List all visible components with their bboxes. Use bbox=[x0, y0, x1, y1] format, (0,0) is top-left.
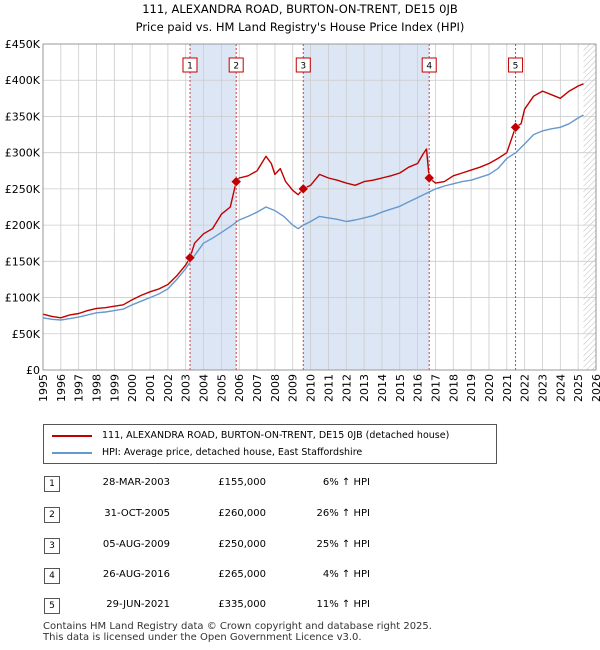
x-tick-label: 2003 bbox=[180, 374, 193, 402]
y-tick-label: £350K bbox=[5, 110, 41, 123]
chart-subtitle: Price paid vs. HM Land Registry's House … bbox=[136, 20, 465, 34]
x-tick-label: 1996 bbox=[55, 374, 68, 402]
sale-row: 1 28-MAR-2003 £155,000 6% ↑ HPI bbox=[0, 476, 600, 496]
sale-point bbox=[184, 252, 196, 264]
chart-legend: 111, ALEXANDRA ROAD, BURTON-ON-TRENT, DE… bbox=[43, 424, 497, 464]
sale-marker-label: 3 bbox=[300, 62, 306, 72]
y-tick-label: £100K bbox=[5, 292, 41, 305]
x-tick-label: 1998 bbox=[91, 374, 104, 402]
price-chart: 111, ALEXANDRA ROAD, BURTON-ON-TRENT, DE… bbox=[5, 2, 600, 402]
x-tick-label: 2014 bbox=[376, 374, 389, 402]
x-tick-label: 2009 bbox=[287, 374, 300, 402]
sale-row: 3 05-AUG-2009 £250,000 25% ↑ HPI bbox=[0, 538, 600, 558]
x-tick-label: 1999 bbox=[108, 374, 121, 402]
sale-marker-box bbox=[295, 57, 311, 73]
y-tick-label: £300K bbox=[5, 147, 41, 160]
sale-price: £155,000 bbox=[218, 477, 266, 488]
shaded-period bbox=[303, 44, 430, 370]
sale-marker-label: 2 bbox=[233, 62, 239, 72]
x-tick-label: 2025 bbox=[572, 374, 585, 402]
y-tick-label: £250K bbox=[5, 183, 41, 196]
sale-number-badge: 1 bbox=[44, 476, 60, 492]
x-tick-label: 2004 bbox=[198, 374, 211, 402]
x-tick-label: 2015 bbox=[394, 374, 407, 402]
sale-number-badge: 4 bbox=[44, 568, 60, 584]
x-tick-label: 2011 bbox=[322, 374, 335, 402]
y-tick-label: £0 bbox=[26, 364, 40, 377]
legend-label-price: 111, ALEXANDRA ROAD, BURTON-ON-TRENT, DE… bbox=[102, 430, 450, 441]
sale-marker-box bbox=[508, 57, 524, 73]
sale-row: 4 26-AUG-2016 £265,000 4% ↑ HPI bbox=[0, 568, 600, 588]
x-tick-label: 2002 bbox=[162, 374, 175, 402]
footer-line-copyright: Contains HM Land Registry data © Crown c… bbox=[43, 621, 432, 632]
y-tick-label: £400K bbox=[5, 74, 41, 87]
legend-swatch-price bbox=[52, 435, 92, 437]
x-tick-label: 2021 bbox=[501, 374, 514, 402]
x-tick-label: 1997 bbox=[73, 374, 86, 402]
legend-label-hpi: HPI: Average price, detached house, East… bbox=[102, 447, 363, 458]
x-tick-label: 2019 bbox=[465, 374, 478, 402]
sale-marker-box bbox=[182, 57, 198, 73]
x-tick-label: 2001 bbox=[144, 374, 157, 402]
sale-number-badge: 3 bbox=[44, 538, 60, 554]
sale-date: 31-OCT-2005 bbox=[104, 508, 170, 519]
sale-date: 28-MAR-2003 bbox=[102, 477, 170, 488]
x-tick-label: 2013 bbox=[358, 374, 371, 402]
sale-marker-label: 1 bbox=[187, 62, 193, 72]
footer-line-licence: This data is licensed under the Open Gov… bbox=[43, 632, 362, 643]
hpi-line bbox=[42, 114, 584, 321]
sale-hpi-change: 4% ↑ HPI bbox=[322, 569, 370, 580]
sale-row: 5 29-JUN-2021 £335,000 11% ↑ HPI bbox=[0, 598, 600, 618]
x-tick-label: 2018 bbox=[447, 374, 460, 402]
sale-marker-label: 5 bbox=[513, 62, 519, 72]
sale-marker-label: 4 bbox=[426, 62, 432, 72]
x-tick-label: 2000 bbox=[126, 374, 139, 402]
sale-hpi-change: 26% ↑ HPI bbox=[316, 508, 370, 519]
x-tick-label: 2016 bbox=[412, 374, 425, 402]
x-tick-label: 2022 bbox=[519, 374, 532, 402]
y-tick-label: £50K bbox=[12, 328, 41, 341]
plot-frame bbox=[42, 43, 597, 371]
x-tick-label: 2017 bbox=[429, 374, 442, 402]
sale-hpi-change: 6% ↑ HPI bbox=[322, 477, 370, 488]
y-tick-label: £150K bbox=[5, 255, 41, 268]
sale-marker-box bbox=[421, 57, 437, 73]
sale-point bbox=[230, 176, 242, 187]
x-tick-label: 2024 bbox=[554, 374, 567, 402]
forecast-hatch bbox=[583, 44, 596, 370]
sale-point bbox=[510, 121, 521, 133]
legend-swatch-hpi bbox=[52, 452, 92, 454]
sale-date: 26-AUG-2016 bbox=[102, 569, 170, 580]
x-tick-label: 2007 bbox=[251, 374, 264, 402]
x-tick-label: 2026 bbox=[590, 374, 600, 402]
sale-hpi-change: 25% ↑ HPI bbox=[316, 539, 370, 550]
sale-hpi-change: 11% ↑ HPI bbox=[316, 599, 370, 610]
sale-point bbox=[297, 183, 309, 195]
x-tick-label: 2005 bbox=[215, 374, 228, 402]
sale-marker-box bbox=[228, 57, 244, 73]
x-tick-label: 2008 bbox=[269, 374, 282, 402]
x-tick-label: 2010 bbox=[305, 374, 318, 402]
sale-number-badge: 5 bbox=[44, 598, 60, 614]
copyright-footer: Contains HM Land Registry data © Crown c… bbox=[43, 621, 432, 643]
sale-row: 2 31-OCT-2005 £260,000 26% ↑ HPI bbox=[0, 507, 600, 527]
chart-title: 111, ALEXANDRA ROAD, BURTON-ON-TRENT, DE… bbox=[142, 2, 458, 16]
price-paid-line bbox=[42, 83, 584, 319]
y-tick-label: £450K bbox=[5, 38, 41, 51]
y-tick-label: £200K bbox=[5, 219, 41, 232]
shaded-period bbox=[189, 44, 237, 370]
sale-number-badge: 2 bbox=[44, 507, 60, 523]
sale-date: 05-AUG-2009 bbox=[102, 539, 170, 550]
x-tick-label: 2012 bbox=[340, 374, 353, 402]
x-tick-label: 1995 bbox=[37, 374, 50, 402]
x-tick-label: 2006 bbox=[233, 374, 246, 402]
x-tick-label: 2023 bbox=[536, 374, 549, 402]
sale-price: £260,000 bbox=[218, 508, 266, 519]
sale-price: £250,000 bbox=[218, 539, 266, 550]
x-tick-label: 2020 bbox=[483, 374, 496, 402]
sale-date: 29-JUN-2021 bbox=[106, 599, 170, 610]
sale-price: £265,000 bbox=[218, 569, 266, 580]
sale-price: £335,000 bbox=[218, 599, 266, 610]
sale-point bbox=[423, 172, 435, 184]
